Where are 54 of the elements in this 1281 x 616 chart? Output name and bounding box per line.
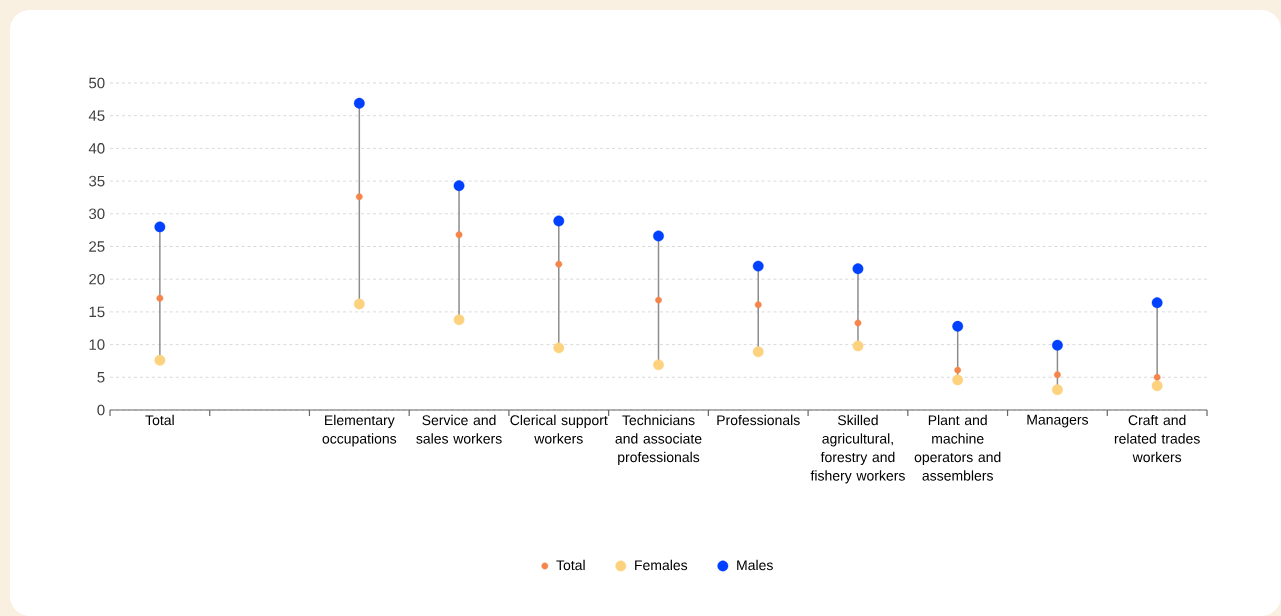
point [555, 260, 563, 268]
point [854, 319, 862, 327]
y-tick-label: 30 [89, 208, 105, 220]
point [1052, 339, 1063, 351]
point [453, 180, 465, 192]
legend-label: Total [556, 559, 585, 571]
point [653, 359, 664, 371]
point [852, 263, 864, 275]
point [1153, 373, 1161, 381]
point [952, 320, 964, 332]
y-tick-label: 25 [89, 241, 105, 252]
point [754, 301, 762, 309]
point [553, 342, 565, 354]
point [353, 97, 365, 109]
point [154, 221, 166, 233]
point [1151, 380, 1163, 392]
point [154, 354, 166, 366]
point [952, 374, 964, 386]
point [453, 314, 465, 326]
point [353, 298, 365, 310]
y-tick-label: 0 [97, 404, 105, 416]
point [852, 340, 864, 352]
point [553, 215, 565, 227]
point [1052, 384, 1063, 396]
y-tick-label: 50 [89, 77, 105, 89]
x-tick-label: Craft and related trades workers [1114, 414, 1200, 463]
x-tick-label: Skilled agricultural, forestry and fishery workers [810, 414, 905, 484]
x-tick-label: Managers [1027, 414, 1089, 428]
y-tick-label: 35 [89, 175, 105, 187]
x-tick-label: Plant and machine operators and assemblers [914, 414, 1001, 481]
point [455, 231, 463, 239]
point [954, 366, 962, 374]
point [1151, 297, 1163, 309]
y-tick-label: 15 [89, 306, 105, 318]
point [156, 294, 164, 302]
x-tick-label: Clerical support workers [510, 414, 608, 444]
y-tick-label: 10 [89, 339, 105, 350]
x-tick-label: Technicians and associate professionals [615, 414, 702, 465]
point [752, 346, 764, 358]
point [752, 260, 764, 272]
y-tick-label: 20 [89, 273, 105, 285]
x-tick-label: Total [145, 414, 174, 426]
y-tick-label: 45 [88, 110, 105, 121]
point [355, 193, 363, 201]
point [655, 296, 662, 304]
x-tick-label: Elementary occupations [322, 414, 397, 447]
y-tick-label: 5 [97, 372, 105, 383]
point [1054, 371, 1061, 379]
legend-label: Males [737, 559, 773, 571]
legend-label: Females [635, 559, 688, 571]
y-tick-label: 40 [88, 143, 105, 154]
x-tick-label: Service and sales workers [416, 414, 502, 444]
x-tick-label: Professionals [717, 414, 800, 426]
point [653, 230, 664, 242]
